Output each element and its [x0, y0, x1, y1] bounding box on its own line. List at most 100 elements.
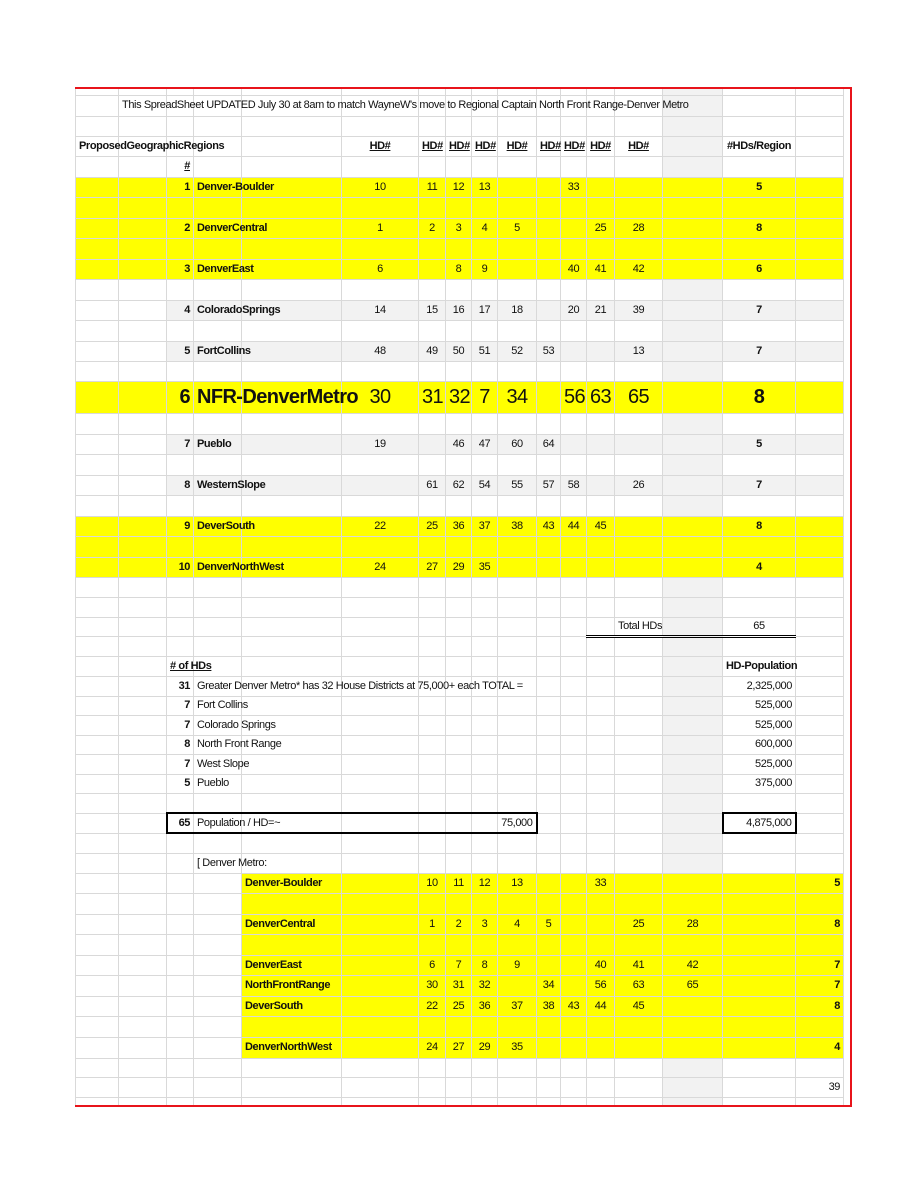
sheet-cell[interactable] [118, 217, 167, 239]
sheet-cell[interactable]: 54 [471, 474, 498, 496]
sheet-cell[interactable]: # [166, 155, 194, 178]
sheet-cell[interactable] [75, 1015, 119, 1038]
sheet-cell[interactable] [614, 1057, 663, 1078]
sheet-cell[interactable] [241, 832, 342, 854]
sheet-cell[interactable] [166, 872, 194, 894]
sheet-cell[interactable] [662, 380, 723, 414]
sheet-cell[interactable]: 61 [418, 474, 446, 496]
sheet-cell[interactable] [241, 135, 342, 157]
sheet-cell[interactable] [662, 616, 723, 638]
sheet-cell[interactable] [241, 453, 342, 476]
sheet-cell[interactable] [662, 635, 723, 657]
sheet-cell[interactable] [614, 453, 663, 476]
sheet-cell[interactable] [722, 319, 796, 342]
sheet-cell[interactable] [795, 360, 844, 382]
sheet-cell[interactable]: 56 [586, 974, 615, 997]
sheet-cell[interactable] [586, 714, 615, 736]
sheet-cell[interactable] [418, 635, 446, 657]
sheet-cell[interactable] [166, 995, 194, 1017]
sheet-cell[interactable] [75, 812, 119, 834]
sheet-cell[interactable]: WesternSlope [193, 474, 266, 496]
sheet-cell[interactable] [75, 635, 119, 657]
sheet-cell[interactable] [795, 852, 844, 874]
sheet-cell[interactable] [445, 1015, 472, 1038]
sheet-cell[interactable] [497, 892, 537, 915]
sheet-cell[interactable] [445, 535, 472, 558]
sheet-cell[interactable] [560, 892, 587, 915]
sheet-cell[interactable] [497, 753, 537, 775]
sheet-cell[interactable] [560, 734, 587, 755]
sheet-cell[interactable] [795, 237, 844, 260]
sheet-cell[interactable] [193, 913, 242, 935]
sheet-cell[interactable] [795, 675, 844, 697]
sheet-cell[interactable] [341, 453, 419, 476]
sheet-cell[interactable] [118, 176, 167, 198]
sheet-cell[interactable] [536, 635, 561, 657]
sheet-cell[interactable] [536, 1057, 561, 1078]
sheet-cell[interactable] [75, 340, 119, 362]
sheet-cell[interactable] [471, 655, 498, 677]
sheet-cell[interactable]: 55 [497, 474, 537, 496]
sheet-cell[interactable] [193, 88, 242, 95]
sheet-cell[interactable] [118, 1057, 167, 1078]
sheet-cell[interactable] [662, 412, 723, 435]
sheet-cell[interactable] [118, 1036, 167, 1059]
sheet-cell[interactable] [75, 94, 119, 117]
sheet-cell[interactable] [418, 1015, 446, 1038]
sheet-cell[interactable]: 8 [795, 913, 844, 935]
sheet-cell[interactable] [241, 115, 342, 137]
sheet-cell[interactable]: 31 [418, 380, 446, 414]
sheet-cell[interactable] [662, 278, 723, 301]
sheet-cell[interactable] [614, 832, 663, 854]
sheet-cell[interactable] [445, 196, 472, 219]
sheet-cell[interactable]: DenverEast [193, 258, 254, 280]
sheet-cell[interactable] [75, 88, 119, 95]
sheet-cell[interactable] [418, 360, 446, 382]
sheet-cell[interactable] [560, 714, 587, 736]
sheet-cell[interactable]: Denver-Boulder [193, 176, 274, 198]
sheet-cell[interactable]: 600,000 [722, 734, 796, 755]
sheet-cell[interactable]: 37 [497, 995, 537, 1017]
sheet-cell[interactable] [418, 832, 446, 854]
sheet-cell[interactable]: 39 [614, 299, 663, 321]
sheet-cell[interactable] [75, 380, 119, 414]
sheet-cell[interactable]: 8 [166, 734, 194, 755]
sheet-cell[interactable] [118, 852, 167, 874]
sheet-cell[interactable] [75, 299, 119, 321]
sheet-cell[interactable] [536, 1015, 561, 1038]
sheet-cell[interactable] [75, 954, 119, 976]
sheet-cell[interactable] [722, 196, 796, 219]
sheet-cell[interactable] [722, 995, 796, 1017]
sheet-cell[interactable] [241, 753, 342, 775]
sheet-cell[interactable] [75, 773, 119, 794]
sheet-cell[interactable]: 29 [471, 1036, 498, 1059]
sheet-cell[interactable] [560, 88, 587, 95]
sheet-cell[interactable] [722, 1036, 796, 1059]
sheet-cell[interactable]: 12 [445, 176, 472, 198]
sheet-cell[interactable] [614, 596, 663, 618]
sheet-cell[interactable] [536, 258, 561, 280]
sheet-cell[interactable]: 8 [722, 380, 796, 414]
sheet-cell[interactable] [118, 556, 167, 578]
sheet-cell[interactable] [795, 1015, 844, 1038]
sheet-cell[interactable] [418, 714, 446, 736]
sheet-cell[interactable] [471, 933, 498, 956]
sheet-cell[interactable] [614, 812, 663, 834]
sheet-cell[interactable] [118, 635, 167, 657]
sheet-cell[interactable] [560, 535, 587, 558]
sheet-cell[interactable]: 7 [166, 714, 194, 736]
sheet-cell[interactable]: 525,000 [722, 753, 796, 775]
sheet-cell[interactable]: 28 [614, 217, 663, 239]
sheet-cell[interactable] [536, 872, 561, 894]
sheet-cell[interactable] [536, 773, 561, 794]
sheet-cell[interactable] [560, 596, 587, 618]
sheet-cell[interactable]: 5 [536, 913, 561, 935]
sheet-cell[interactable] [75, 852, 119, 874]
sheet-cell[interactable] [795, 474, 844, 496]
sheet-cell[interactable] [614, 360, 663, 382]
sheet-cell[interactable] [586, 635, 615, 657]
sheet-cell[interactable] [560, 576, 587, 598]
sheet-cell[interactable] [614, 196, 663, 219]
sheet-cell[interactable] [418, 1057, 446, 1078]
sheet-cell[interactable] [722, 278, 796, 301]
